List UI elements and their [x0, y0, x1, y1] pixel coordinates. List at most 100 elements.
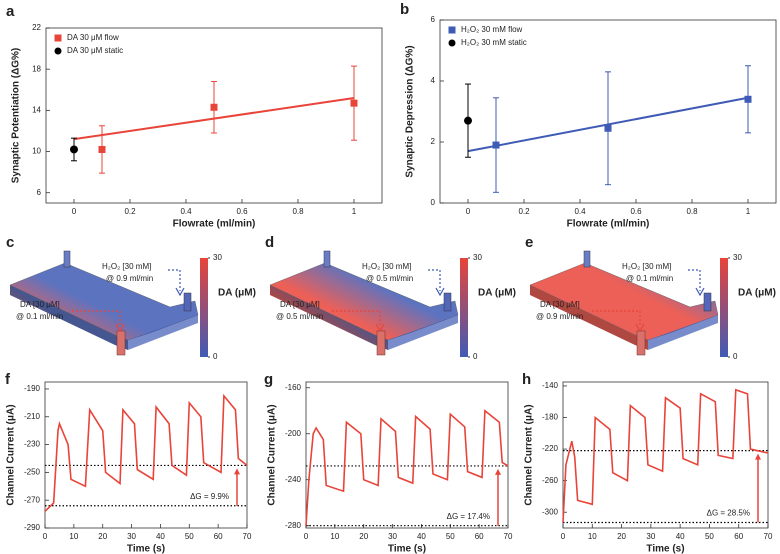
y-tick-label: -270: [24, 495, 41, 504]
colorbar-tick-label: 30: [473, 253, 482, 262]
da-arrow: [375, 323, 385, 333]
x-tick-label: 0.4: [574, 207, 586, 216]
marker: [70, 145, 78, 154]
x-tick-label: 40: [417, 532, 426, 541]
marker: [464, 116, 472, 125]
legend-marker: [54, 34, 62, 42]
marker: [350, 99, 358, 107]
plot-frame: [562, 381, 769, 529]
h2o2-arrow: [435, 287, 445, 297]
legend-marker: [448, 26, 456, 34]
x-tick-label: 10: [588, 532, 597, 541]
channel-side: [270, 285, 388, 350]
colorbar-label: DA (μM): [218, 288, 256, 299]
x-tick-label: 0.8: [292, 207, 304, 216]
h2o2-label: H₂O₂ [30 mM]: [362, 262, 411, 271]
colorbar-tick-label: 0: [213, 352, 218, 361]
x-tick-label: 0: [72, 207, 77, 216]
arrow-head: [234, 468, 240, 475]
arm-side: [648, 315, 718, 350]
y-axis-label: Synaptic Depression (ΔG%): [405, 45, 416, 177]
da-label: DA [30 μM]: [540, 300, 580, 309]
x-tick-label: 60: [475, 532, 484, 541]
plot-frame: [45, 27, 383, 204]
x-tick-label: 50: [446, 532, 455, 541]
x-tick-label: 20: [359, 532, 368, 541]
x-axis-label: Time (s): [127, 544, 165, 554]
da-pointer: [72, 310, 121, 327]
x-tick-label: 30: [388, 532, 397, 541]
y-tick-label: -190: [24, 384, 41, 393]
y-tick-label: -250: [24, 467, 41, 476]
y-tick-label: 4: [431, 76, 436, 85]
y-tick-label: -290: [24, 523, 41, 532]
inlet-tube: [183, 292, 192, 312]
y-tick-label: -280: [285, 521, 302, 530]
da-label: DA [30 μM]: [20, 300, 60, 309]
y-tick-label: 22: [32, 23, 41, 32]
inlet-tube: [443, 292, 452, 312]
x-tick-label: 60: [734, 532, 743, 541]
outlet-tube: [116, 330, 126, 356]
x-tick-label: 50: [185, 532, 194, 541]
plot-frame: [439, 19, 777, 204]
panel-letter: e: [525, 234, 533, 251]
channel-side-shade: [10, 285, 128, 350]
plot-frame: [44, 381, 248, 529]
x-tick-label: 0.8: [686, 207, 698, 216]
da-flow: @ 0.5 ml/min: [276, 312, 323, 321]
channel-side-shade: [270, 285, 388, 350]
x-tick-label: 40: [156, 532, 165, 541]
colorbar-label: DA (μM): [478, 288, 516, 299]
x-tick-label: 0.6: [630, 207, 642, 216]
h2o2-label: H₂O₂ [30 mM]: [622, 262, 671, 271]
x-tick-label: 0: [304, 532, 309, 541]
legend-marker: [54, 47, 62, 55]
x-tick-label: 1: [352, 207, 357, 216]
current-trace: [44, 393, 248, 512]
colorbar-tick-label: 30: [213, 253, 222, 262]
y-tick-label: -230: [24, 440, 41, 449]
delta-g-label: ΔG = 28.5%: [707, 509, 750, 518]
y-tick-label: 6: [37, 188, 42, 197]
da-arrow: [635, 323, 645, 333]
marker: [98, 145, 106, 153]
y-tick-label: 6: [431, 15, 436, 24]
colorbar-tick-label: 30: [733, 253, 742, 262]
panel-letter: h: [522, 371, 531, 388]
y-tick-label: 2: [431, 137, 436, 146]
x-tick-label: 0: [43, 532, 48, 541]
x-tick-label: 60: [214, 532, 223, 541]
arm-side: [388, 315, 458, 350]
y-tick-label: 0: [431, 198, 436, 207]
da-flow: @ 0.1 ml/min: [16, 312, 63, 321]
x-tick-label: 10: [69, 532, 78, 541]
current-trace: [562, 388, 769, 523]
y-tick-label: -260: [542, 476, 559, 485]
inlet-tube: [323, 250, 331, 268]
x-tick-label: 70: [243, 532, 252, 541]
marker: [604, 124, 612, 132]
y-axis-label: Synaptic Potentiation (ΔG%): [11, 48, 22, 184]
h2o2-pointer: [168, 269, 181, 291]
channel-side: [10, 285, 128, 350]
delta-g-label: ΔG = 17.4%: [447, 512, 490, 521]
x-tick-label: 70: [504, 532, 513, 541]
panel-letter: g: [264, 371, 273, 388]
channel-side-shade: [530, 285, 648, 350]
colorbar-tick-label: 0: [733, 352, 738, 361]
current-trace: [305, 409, 509, 526]
x-tick-label: 0: [561, 532, 566, 541]
x-tick-label: 0.2: [518, 207, 530, 216]
x-tick-label: 20: [98, 532, 107, 541]
colorbar: [200, 258, 208, 357]
y-tick-label: -140: [542, 381, 559, 390]
x-tick-label: 10: [330, 532, 339, 541]
arm-side: [128, 315, 198, 350]
x-tick-label: 0.6: [236, 207, 248, 216]
x-tick-label: 0.2: [124, 207, 136, 216]
h2o2-flow: @ 0.1 ml/min: [626, 274, 673, 283]
x-tick-label: 30: [127, 532, 136, 541]
x-axis-label: Time (s): [646, 544, 684, 554]
